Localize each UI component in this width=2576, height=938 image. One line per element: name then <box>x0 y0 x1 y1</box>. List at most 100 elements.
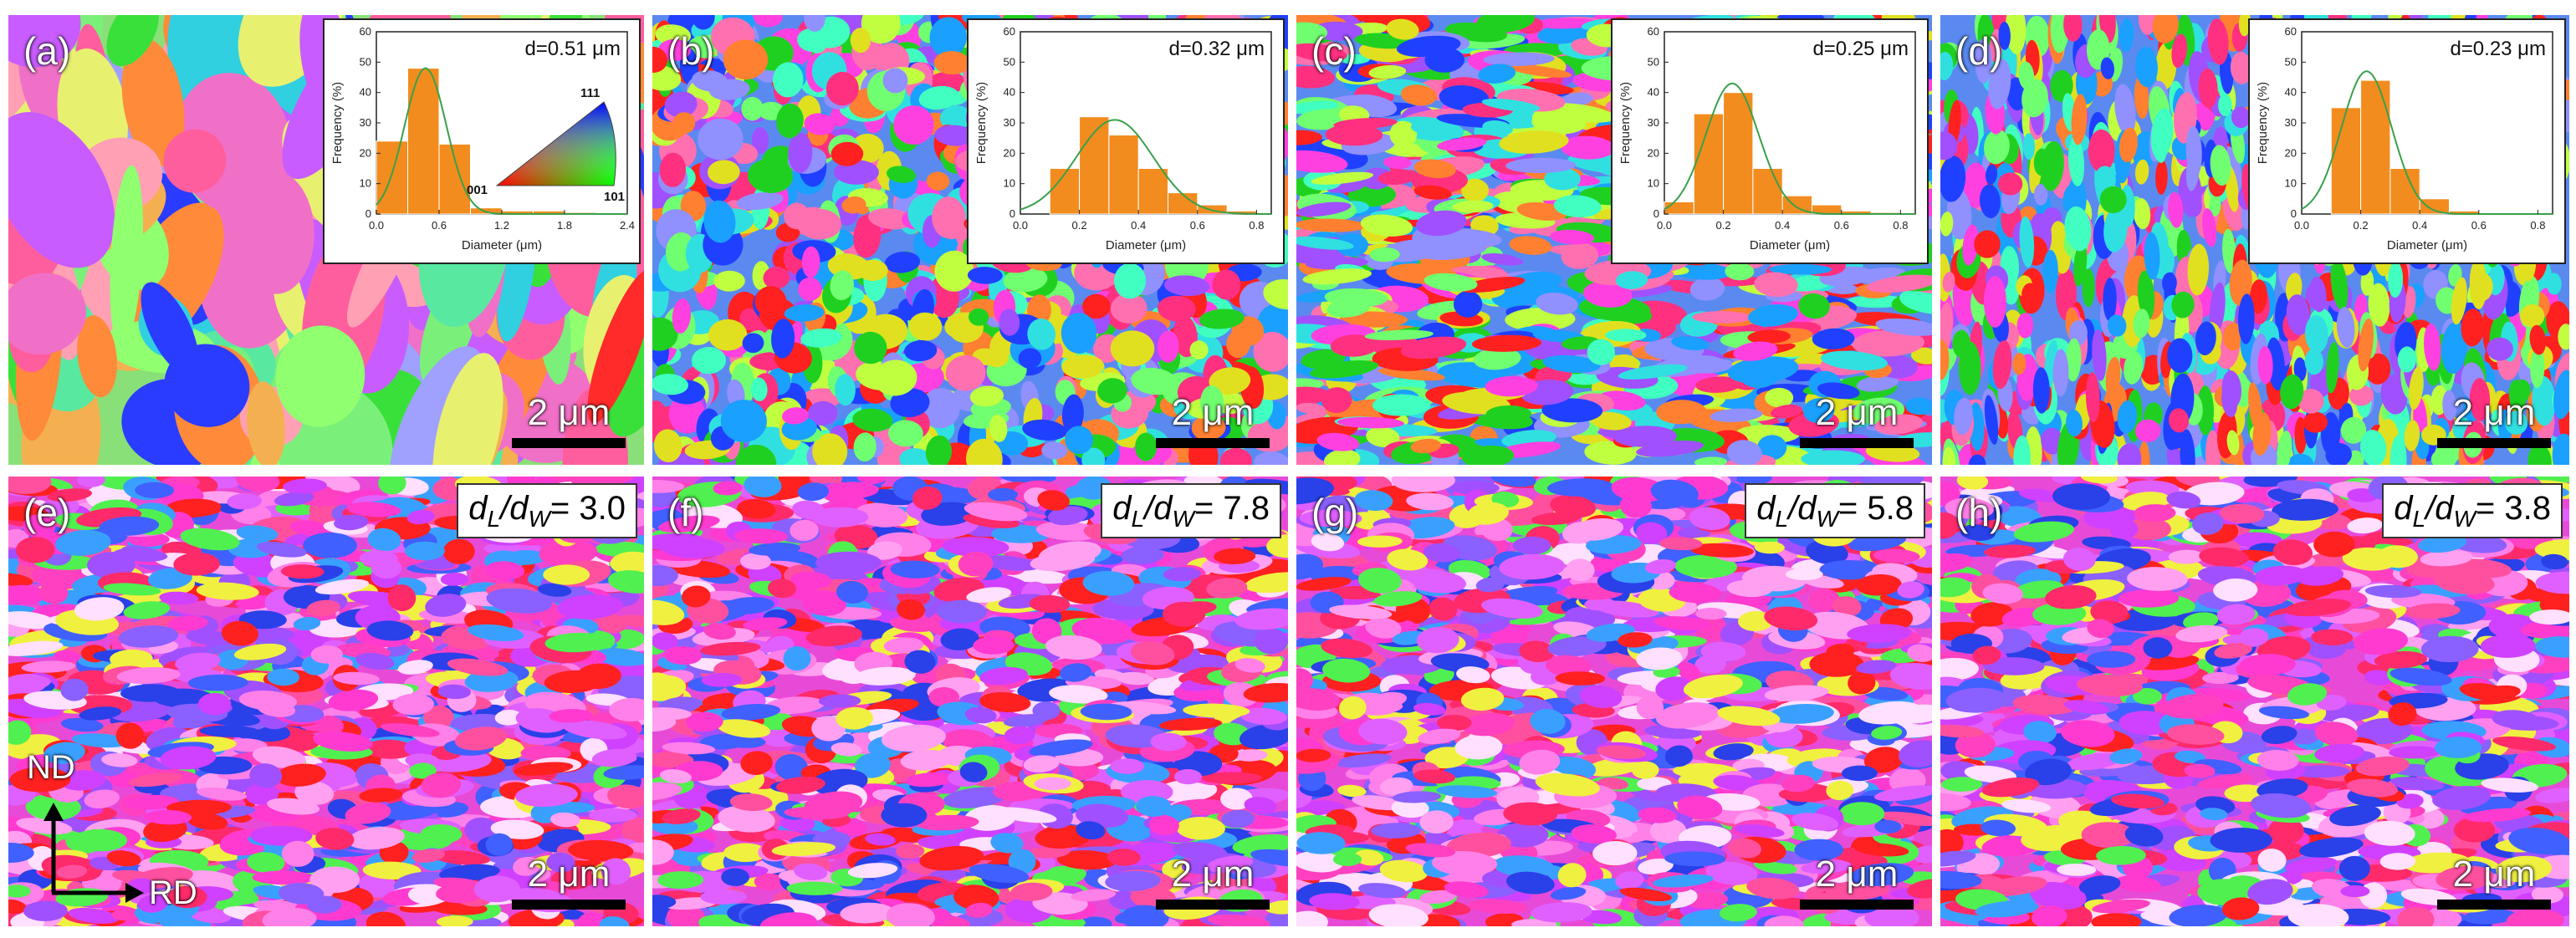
ratio-symbol-d: d <box>1756 490 1776 527</box>
ratio-subscript-l: L <box>487 506 501 532</box>
y-axis-label: Frequency (%) <box>330 82 345 164</box>
panel-label: (a) <box>23 29 71 73</box>
ratio-slash-d: /d <box>1144 490 1173 527</box>
ratio-slash-d: /d <box>2425 490 2454 527</box>
x-axis-label: Diameter (μm) <box>1750 238 1830 252</box>
x-axis-label: Diameter (μm) <box>2387 238 2467 252</box>
scale-bar <box>1800 438 1914 448</box>
histogram-inset: 0.0 0.2 0.4 0.6 0.8 0 10 20 30 40 50 60 Diameter (μm… <box>2248 18 2566 264</box>
panel-label: (e) <box>23 491 71 534</box>
x-tick-label: 1.2 <box>494 219 509 232</box>
y-tick-label: 40 <box>2285 86 2297 99</box>
x-tick-label: 2.4 <box>620 219 635 232</box>
x-axis-label: Diameter (μm) <box>462 238 542 252</box>
mean-diameter-label: d=0.23 μm <box>2450 38 2546 60</box>
histogram-inset: 0.0 0.6 1.2 1.8 2.4 0 10 20 30 40 50 60 Diameter (μm… <box>323 18 641 264</box>
histogram-bar <box>407 68 440 215</box>
histogram-bar <box>2419 198 2450 215</box>
y-tick-label: 0 <box>365 207 371 220</box>
y-tick-label: 0 <box>1653 207 1659 220</box>
scale-bar-label: 2 μm <box>1815 854 1899 895</box>
ratio-subscript-w: W <box>2453 506 2476 532</box>
x-tick-label: 0.6 <box>432 219 447 232</box>
axis-label-nd: ND <box>27 749 75 786</box>
panel-g: (g) 2 μm dL/dW= 5.8 <box>1296 477 1932 926</box>
panel-label: (b) <box>667 29 715 73</box>
x-tick-label: 0.8 <box>2530 219 2545 232</box>
y-tick-label: 20 <box>2285 146 2297 159</box>
scale-bar <box>2437 900 2551 910</box>
scale-bar <box>2437 438 2551 448</box>
x-tick-label: 0.0 <box>2294 219 2309 232</box>
y-tick-label: 30 <box>1004 116 1015 129</box>
ebsd-orientation-map <box>8 477 644 926</box>
ipf-label-101: 101 <box>604 190 625 204</box>
scale-bar <box>512 900 626 910</box>
y-tick-label: 30 <box>1648 116 1659 129</box>
ratio-value: 3.8 <box>2504 490 2551 527</box>
ratio-slash-d: /d <box>1788 490 1817 527</box>
histogram-bar <box>1664 201 1694 215</box>
x-tick-label: 0.8 <box>1893 219 1908 232</box>
y-tick-label: 20 <box>360 146 371 159</box>
histogram-inset: 0.0 0.2 0.4 0.6 0.8 0 10 20 30 40 50 60 Diameter (μm… <box>1611 18 1929 264</box>
x-tick-label: 0.4 <box>2412 219 2427 232</box>
y-axis-label: Frequency (%) <box>974 82 989 164</box>
mean-diameter-label: d=0.25 μm <box>1812 38 1909 60</box>
y-tick-label: 50 <box>1648 55 1659 68</box>
y-tick-label: 50 <box>1004 55 1015 68</box>
y-tick-label: 50 <box>360 55 371 68</box>
y-tick-label: 30 <box>360 116 371 129</box>
ebsd-orientation-map <box>1296 477 1932 926</box>
histogram-bar <box>376 140 408 215</box>
axis-label-rd: RD <box>149 874 197 911</box>
panel-a: (a) 2 μm 0.0 0.6 1.2 1.8 2.4 0 10 20 30 40 50 60 Diame… <box>8 15 644 465</box>
y-tick-label: 20 <box>1648 146 1659 159</box>
y-tick-label: 60 <box>1648 25 1659 38</box>
scale-bar <box>512 438 626 448</box>
ratio-subscript-w: W <box>528 506 550 532</box>
x-tick-label: 0.2 <box>1072 219 1087 232</box>
y-tick-label: 20 <box>1004 146 1015 159</box>
ratio-equals: = <box>1837 490 1868 527</box>
aspect-ratio-label: dL/dW= 5.8 <box>1745 483 1925 538</box>
ratio-symbol-d: d <box>1112 490 1132 527</box>
panel-label: (g) <box>1311 491 1359 534</box>
sample-axes-icon <box>43 803 144 903</box>
histogram-bar <box>438 143 471 215</box>
panel-h: (h) 2 μm dL/dW= 3.8 <box>1940 477 2569 926</box>
ratio-symbol-d: d <box>468 490 488 527</box>
scale-bar-label: 2 μm <box>2452 854 2536 895</box>
y-tick-label: 30 <box>2285 116 2297 129</box>
x-tick-label: 0.6 <box>1834 219 1849 232</box>
aspect-ratio-label: dL/dW= 3.8 <box>2382 483 2563 538</box>
x-tick-label: 0.4 <box>1131 219 1146 232</box>
ratio-subscript-l: L <box>1775 506 1789 532</box>
grain-size-histogram: 0.0 0.2 0.4 0.6 0.8 0 10 20 30 40 50 60 Diameter (μm… <box>2256 25 2553 252</box>
panel-label: (h) <box>1955 491 2003 534</box>
x-tick-label: 0.8 <box>1249 219 1264 232</box>
y-axis-label: Frequency (%) <box>1618 82 1633 164</box>
gaussian-fit-line <box>1664 82 1915 215</box>
ratio-subscript-l: L <box>2412 506 2426 532</box>
histogram-bar <box>1723 92 1754 215</box>
panel-f: (f) 2 μm dL/dW= 7.8 <box>652 477 1288 926</box>
gaussian-fit-line <box>1020 119 1271 215</box>
scale-bar-label: 2 μm <box>527 854 611 895</box>
scale-bar-label: 2 μm <box>1815 392 1899 433</box>
x-axis-label: Diameter (μm) <box>1106 238 1186 252</box>
y-tick-label: 40 <box>1004 86 1015 99</box>
scale-bar <box>1156 900 1270 910</box>
histogram-bar <box>1752 168 1783 215</box>
y-axis-label: Frequency (%) <box>2256 82 2270 164</box>
x-tick-label: 1.8 <box>557 219 572 232</box>
panel-label: (f) <box>667 491 704 534</box>
ratio-value: 3.0 <box>579 490 626 527</box>
y-tick-label: 0 <box>2291 207 2297 220</box>
x-tick-label: 0.2 <box>1716 219 1731 232</box>
ipf-label-111: 111 <box>580 86 600 100</box>
grain-size-histogram: 0.0 0.6 1.2 1.8 2.4 0 10 20 30 40 50 60 Diameter (μm… <box>330 25 635 252</box>
ratio-subscript-l: L <box>1131 506 1145 532</box>
scale-bar <box>1156 438 1270 448</box>
